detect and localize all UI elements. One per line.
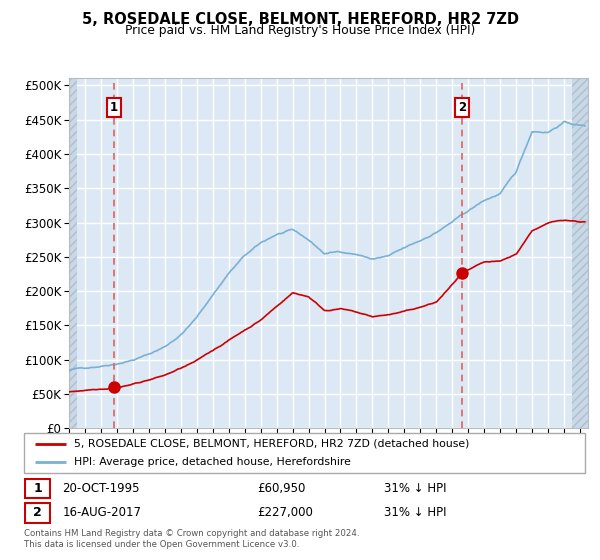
FancyBboxPatch shape bbox=[25, 503, 50, 522]
Text: 5, ROSEDALE CLOSE, BELMONT, HEREFORD, HR2 7ZD (detached house): 5, ROSEDALE CLOSE, BELMONT, HEREFORD, HR… bbox=[74, 439, 470, 449]
Text: £227,000: £227,000 bbox=[257, 506, 314, 520]
Text: 2: 2 bbox=[458, 101, 466, 114]
Text: 16-AUG-2017: 16-AUG-2017 bbox=[62, 506, 141, 520]
Text: £60,950: £60,950 bbox=[257, 482, 306, 496]
Text: 5, ROSEDALE CLOSE, BELMONT, HEREFORD, HR2 7ZD: 5, ROSEDALE CLOSE, BELMONT, HEREFORD, HR… bbox=[82, 12, 518, 27]
Text: 1: 1 bbox=[110, 101, 118, 114]
Text: HPI: Average price, detached house, Herefordshire: HPI: Average price, detached house, Here… bbox=[74, 458, 352, 467]
FancyBboxPatch shape bbox=[25, 479, 50, 498]
Text: 2: 2 bbox=[33, 506, 42, 520]
Text: 31% ↓ HPI: 31% ↓ HPI bbox=[385, 506, 447, 520]
FancyBboxPatch shape bbox=[24, 433, 585, 473]
Text: Contains HM Land Registry data © Crown copyright and database right 2024.
This d: Contains HM Land Registry data © Crown c… bbox=[24, 529, 359, 549]
Text: Price paid vs. HM Land Registry's House Price Index (HPI): Price paid vs. HM Land Registry's House … bbox=[125, 24, 475, 36]
Bar bbox=[69, 78, 77, 428]
Bar bbox=[572, 78, 588, 428]
Text: 20-OCT-1995: 20-OCT-1995 bbox=[62, 482, 140, 496]
Text: 1: 1 bbox=[33, 482, 42, 496]
Text: 31% ↓ HPI: 31% ↓ HPI bbox=[385, 482, 447, 496]
